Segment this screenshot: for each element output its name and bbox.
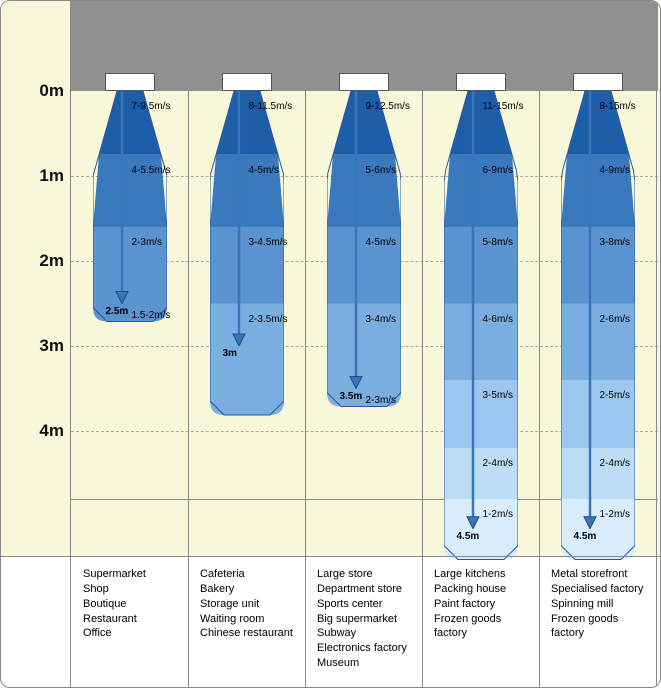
depth-value: 3.5m [340,391,363,402]
velocity-label: 5-8m/s [483,237,514,248]
legend-y-axis [1,557,71,687]
depth-arrow [465,91,481,529]
depth-arrow [348,91,364,389]
legend-item: Museum [317,656,410,671]
velocity-label: 1-2m/s [483,509,514,520]
legend-column: Large kitchensPacking housePaint factory… [422,557,539,687]
velocity-label: 5-6m/s [366,165,397,176]
legend-item: Waiting room [200,612,293,627]
legend-item: Chinese restaurant [200,626,293,641]
legend-item: Storage unit [200,597,293,612]
velocity-label-end: 2-3m/s [366,395,397,406]
air-curtain-unit [573,73,623,91]
air-curtain-unit [105,73,155,91]
legend-column: Metal storefrontSpecialised factorySpinn… [539,557,656,687]
legend-item: Subway [317,626,410,641]
velocity-label: 9-12.5m/s [366,101,410,112]
column-divider [656,91,657,556]
air-curtain-unit [456,73,506,91]
legend-item: Department store [317,582,410,597]
legend-item: Sports center [317,597,410,612]
legend-item: Electronics factory [317,641,410,656]
velocity-label: 8-15m/s [600,101,636,112]
velocity-label: 3-4m/s [366,314,397,325]
legend-item: Supermarket [83,567,176,582]
velocity-label: 1-2m/s [600,509,631,520]
column: 8-15m/s 4-9m/s 3-8m/s 2-6m/s 2-5m/s 2-4m/s 1-2… [539,1,656,556]
velocity-label: 2-4m/s [483,458,514,469]
depth-arrow [582,91,598,529]
air-jet [327,91,401,409]
legend-item: Boutique [83,597,176,612]
air-curtain-unit [222,73,272,91]
chart-area: 0m 1m 2m 3m 4m 7-9.5m/s 4-5.5m/s 2-3m/s 1.5-2m/… [1,1,660,556]
legend-item: Large store [317,567,410,582]
legend-item: Big supermarket [317,612,410,627]
legend-column: CafeteriaBakeryStorage unitWaiting roomC… [188,557,305,687]
velocity-label: 3-8m/s [600,237,631,248]
air-jet [561,91,635,562]
diagram-frame: 0m 1m 2m 3m 4m 7-9.5m/s 4-5.5m/s 2-3m/s 1.5-2m/… [0,0,661,688]
legend-area: SupermarketShopBoutiqueRestaurantOfficeC… [1,556,660,687]
column: 8-11.5m/s 4-5m/s 3-4.5m/s 2-3.5m/s 3m [188,1,305,556]
legend-item: Restaurant [83,612,176,627]
velocity-label: 7-9.5m/s [132,101,171,112]
legend-column: SupermarketShopBoutiqueRestaurantOffice [71,557,188,687]
legend-item: Bakery [200,582,293,597]
column: 9-12.5m/s 5-6m/s 4-5m/s 3-4m/s 2-3m/s3.5m [305,1,422,556]
legend-item: Cafeteria [200,567,293,582]
velocity-label: 3-4.5m/s [249,237,288,248]
velocity-label: 8-11.5m/s [249,101,293,112]
velocity-label: 4-5.5m/s [132,165,171,176]
legend-item: Frozen goods factory [434,612,527,642]
column: 11-15m/s 6-9m/s 5-8m/s 4-6m/s 3-5m/s 2-4m/s 1-… [422,1,539,556]
legend-item: Paint factory [434,597,527,612]
y-tick-label: 4m [39,421,64,441]
velocity-label: 2-5m/s [600,390,631,401]
velocity-label: 4-9m/s [600,165,631,176]
y-tick-label: 2m [39,251,64,271]
velocity-label-end: 1.5-2m/s [132,310,171,321]
column: 7-9.5m/s 4-5.5m/s 2-3m/s 1.5-2m/s2.5m [71,1,188,556]
velocity-label: 3-5m/s [483,390,514,401]
velocity-label: 6-9m/s [483,165,514,176]
velocity-label: 11-15m/s [483,101,524,112]
legend-item: Shop [83,582,176,597]
velocity-label: 4-6m/s [483,314,514,325]
depth-value: 3m [223,348,237,359]
depth-value: 4.5m [574,531,597,542]
velocity-label: 2-3.5m/s [249,314,288,325]
legend-item: Office [83,626,176,641]
depth-arrow [114,91,130,304]
depth-value: 2.5m [106,306,129,317]
velocity-label: 2-3m/s [132,237,163,248]
air-jet [444,91,518,562]
velocity-label: 2-6m/s [600,314,631,325]
legend-item: Spinning mill [551,597,644,612]
legend-column: Large storeDepartment storeSports center… [305,557,422,687]
y-tick-label: 0m [39,81,64,101]
y-axis: 0m 1m 2m 3m 4m [1,1,71,556]
air-curtain-unit [339,73,389,91]
legend-item: Frozen goods factory [551,612,644,642]
legend-divider [656,557,657,687]
depth-arrow [231,91,247,346]
y-tick-label: 3m [39,336,64,356]
legend-item: Large kitchens [434,567,527,582]
legend-item: Specialised factory [551,582,644,597]
legend-item: Metal storefront [551,567,644,582]
velocity-label: 4-5m/s [366,237,397,248]
velocity-label: 4-5m/s [249,165,280,176]
y-tick-label: 1m [39,166,64,186]
depth-value: 4.5m [457,531,480,542]
velocity-label: 2-4m/s [600,458,631,469]
air-jet [93,91,167,324]
air-jet [210,91,284,417]
legend-item: Packing house [434,582,527,597]
